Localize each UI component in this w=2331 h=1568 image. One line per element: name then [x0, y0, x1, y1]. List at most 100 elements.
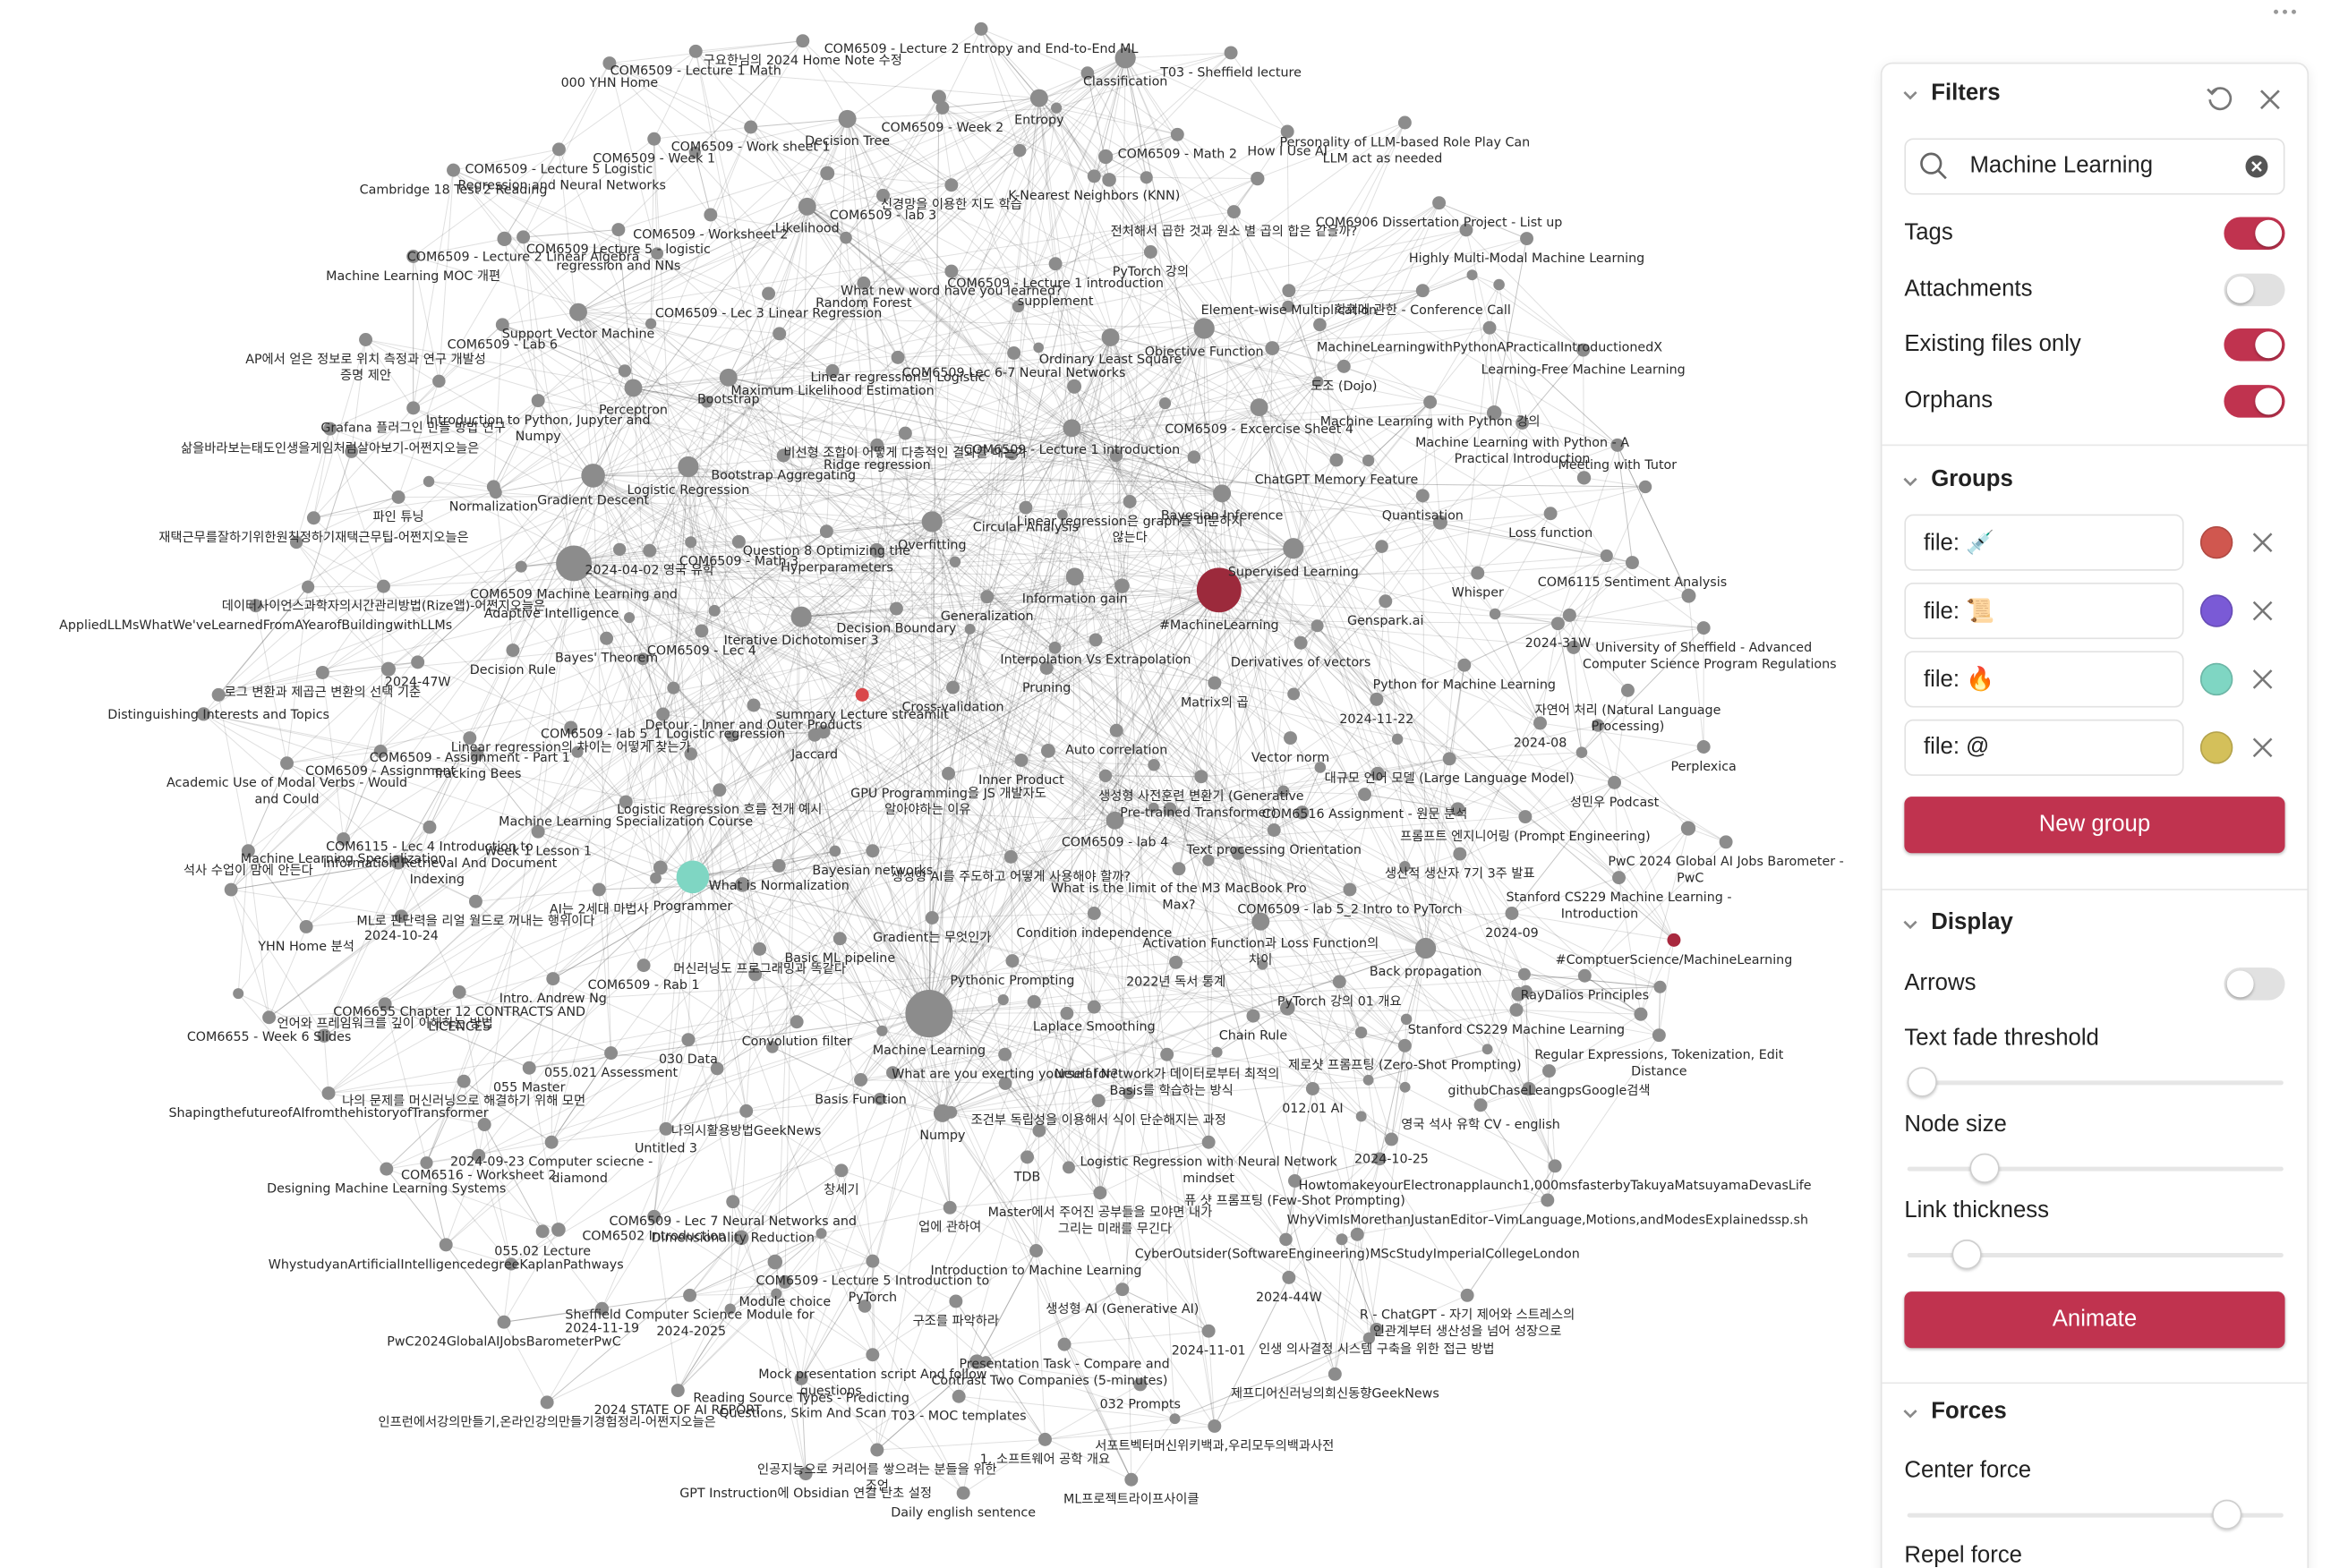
link [417, 661, 571, 729]
toggle[interactable] [2224, 217, 2285, 250]
reset[interactable] [2203, 83, 2236, 116]
link [876, 406, 1260, 1451]
node [719, 368, 738, 387]
link [821, 1232, 874, 1355]
group-query[interactable]: file: 🔥 [1904, 651, 2184, 708]
link [928, 337, 1112, 1014]
animate-button[interactable]: Animate [1904, 1291, 2285, 1349]
link [962, 1361, 986, 1494]
link [438, 170, 455, 381]
chevron[interactable] [1901, 85, 1919, 103]
remove-group[interactable] [2250, 668, 2275, 692]
link [523, 236, 575, 564]
link [446, 1244, 512, 1265]
slider-track[interactable] [1907, 1252, 2284, 1257]
link [1221, 493, 1378, 1330]
node [522, 1061, 536, 1075]
toggle[interactable] [2224, 272, 2285, 306]
node [1087, 1000, 1101, 1014]
link [728, 122, 1405, 379]
node [1106, 811, 1124, 830]
link [951, 270, 1039, 348]
node [753, 942, 767, 956]
toggle[interactable] [2224, 967, 2285, 1001]
link [928, 1013, 1130, 1095]
new-group-button[interactable]: New group [1904, 797, 2285, 854]
link [463, 1080, 552, 1143]
clear-search[interactable] [2243, 153, 2270, 180]
slider-track[interactable] [1907, 1513, 2284, 1518]
node [1414, 937, 1437, 959]
slider-track[interactable] [1907, 1166, 2284, 1172]
group-query[interactable]: file: @ [1904, 719, 2184, 776]
search-input[interactable]: Machine Learning [1904, 138, 2285, 195]
link [1233, 131, 1288, 212]
link [453, 169, 1426, 949]
link [1293, 601, 1387, 695]
node-label: diamond [551, 1172, 607, 1186]
link [655, 789, 721, 879]
group-color[interactable] [2199, 525, 2233, 559]
slider-track[interactable] [1907, 1080, 2284, 1086]
link [426, 1155, 479, 1163]
link [1214, 682, 1291, 738]
node-label: COM6509 - Lec 4 [647, 643, 756, 658]
node-label: Tracking Bees [432, 767, 522, 781]
link [351, 451, 399, 498]
link [1252, 1015, 1313, 1089]
toggle[interactable] [2224, 328, 2285, 362]
link [1095, 639, 1215, 684]
group-color[interactable] [2199, 594, 2233, 627]
chevron[interactable] [1901, 471, 1919, 489]
link [573, 562, 1254, 1017]
link [690, 57, 1126, 754]
remove-group[interactable] [2250, 599, 2275, 623]
link [655, 589, 1220, 879]
link [1110, 337, 1319, 383]
node [1109, 448, 1123, 463]
node-label: Bayesian Inference [1161, 508, 1284, 523]
link [649, 466, 689, 551]
link [845, 195, 884, 238]
toggle[interactable] [2224, 384, 2285, 417]
slider-knob[interactable] [1907, 1067, 1937, 1097]
link [1218, 590, 1392, 1140]
link [1364, 794, 1458, 810]
link [942, 1112, 1037, 1251]
remove-group[interactable] [2250, 531, 2275, 555]
divider [1882, 444, 2308, 447]
chevron[interactable] [1901, 914, 1919, 932]
link [821, 1232, 866, 1307]
link [1293, 548, 1675, 941]
remove-group[interactable] [2250, 736, 2275, 760]
group-color[interactable] [2199, 662, 2233, 696]
node [1294, 805, 1310, 820]
slider-knob[interactable] [2212, 1499, 2242, 1530]
link [573, 563, 1101, 1194]
node [688, 146, 701, 158]
slider-knob[interactable] [1951, 1240, 1982, 1270]
slider-knob[interactable] [1969, 1153, 2000, 1183]
node [1158, 397, 1172, 410]
link [876, 550, 956, 563]
node-label: Regression and Neural Networks [457, 179, 666, 193]
link [653, 377, 730, 1217]
more-menu[interactable] [2272, 0, 2299, 14]
link [1368, 401, 1430, 461]
group-color[interactable] [2199, 731, 2233, 764]
link [503, 1264, 512, 1323]
link [577, 252, 658, 313]
link [203, 713, 694, 878]
link [938, 97, 1220, 591]
link [876, 1361, 978, 1451]
chevron[interactable] [1901, 1403, 1919, 1421]
link [426, 1163, 447, 1245]
link [1068, 1141, 1209, 1168]
group-query[interactable]: file: 📜 [1904, 582, 2184, 640]
link [826, 118, 849, 174]
node-label: Meeting with Tutor [1558, 458, 1678, 473]
close[interactable] [2257, 86, 2284, 113]
node [974, 21, 988, 36]
group-query[interactable]: file: 💉 [1904, 514, 2184, 571]
